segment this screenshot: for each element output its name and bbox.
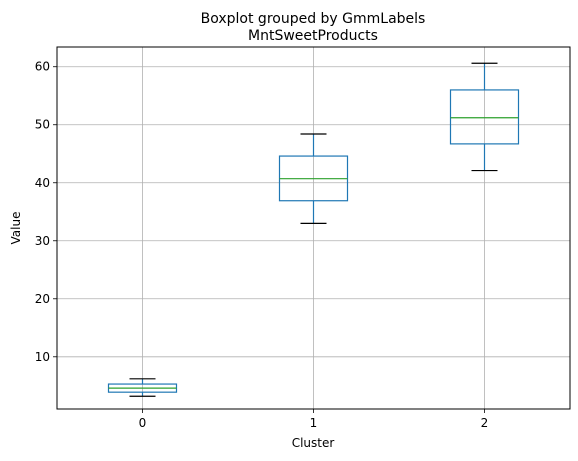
y-axis-label: Value — [9, 212, 23, 245]
chart-suptitle: Boxplot grouped by GmmLabels — [201, 11, 426, 27]
box-group-2 — [449, 62, 520, 172]
x-tick-label: 1 — [310, 416, 318, 430]
y-tick-label: 50 — [35, 118, 50, 132]
box-group-1 — [278, 133, 349, 224]
x-axis-label: Cluster — [292, 436, 335, 450]
chart-title: MntSweetProducts — [248, 28, 378, 44]
y-tick-label: 60 — [35, 60, 50, 74]
box-layer — [107, 62, 520, 397]
y-tick-label: 20 — [35, 292, 50, 306]
box-iqr — [449, 89, 520, 145]
box-group-0 — [107, 378, 178, 397]
y-tick-label: 30 — [35, 234, 50, 248]
grid-lines — [57, 47, 570, 409]
y-tick-label: 40 — [35, 176, 50, 190]
y-tick-label: 10 — [35, 350, 50, 364]
x-tick-label: 0 — [139, 416, 147, 430]
tick-layer: 0 1 2 10 20 30 40 50 60 — [35, 60, 489, 430]
x-tick-label: 2 — [481, 416, 489, 430]
